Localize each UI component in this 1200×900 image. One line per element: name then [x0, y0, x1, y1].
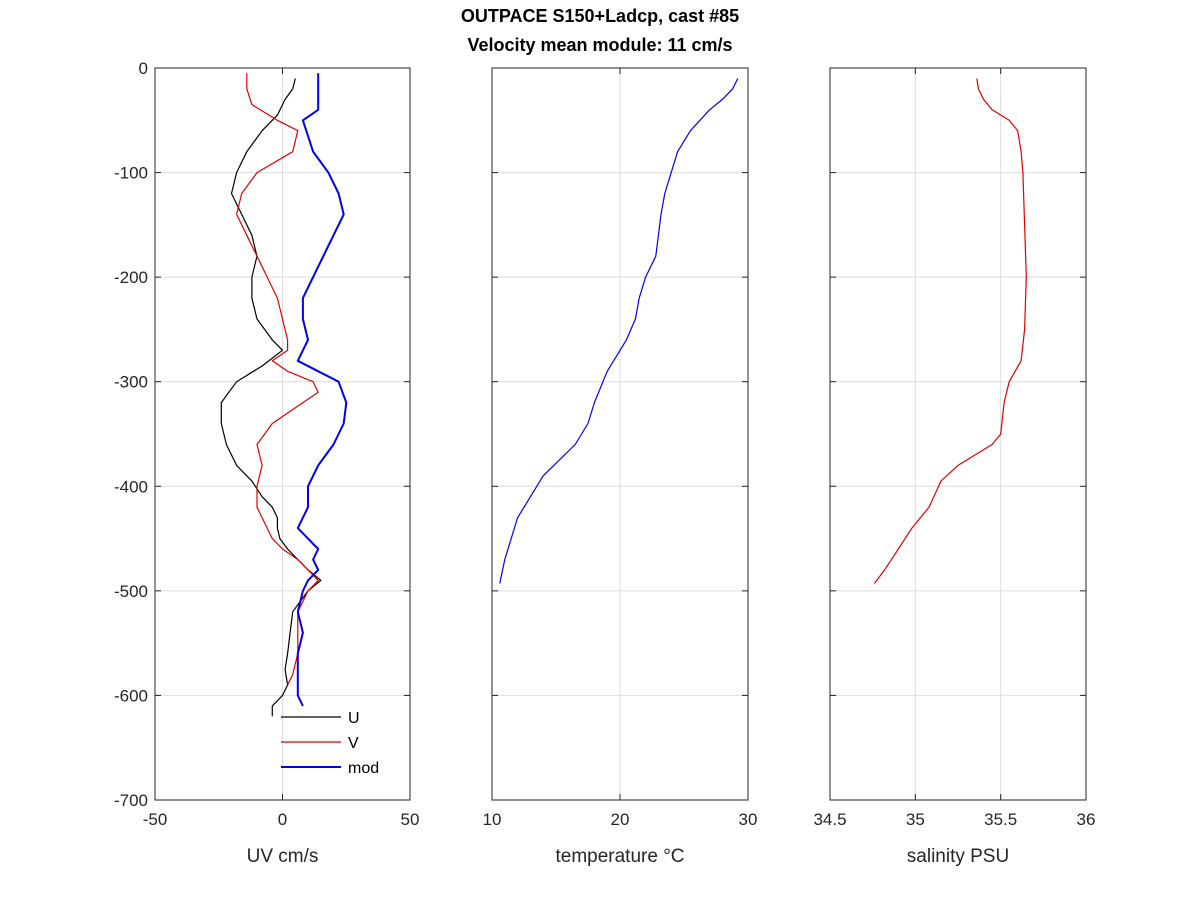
y-tick-label: -300 [114, 373, 148, 392]
panel-2: 10 20 30 temperature °C [483, 67, 758, 867]
chart-title: OUTPACE S150+Ladcp, cast #85 [460, 6, 740, 26]
y-tick-label: -400 [114, 477, 148, 496]
x-axis-label: UV cm/s [247, 846, 319, 867]
x-tick-label: 30 [739, 810, 758, 829]
y-tick-label: -600 [114, 686, 148, 705]
axes-box [829, 67, 1087, 801]
y-tick-label: -100 [114, 164, 148, 183]
x-axis-label: salinity PSU [907, 846, 1009, 867]
panel-3: 34.5 35 35.5 36 salinity PSU [813, 67, 1096, 867]
x-tick-label: 10 [483, 810, 502, 829]
x-tick-label: 50 [401, 810, 420, 829]
series-line-v [236, 73, 319, 686]
series-line-2-1 [499, 78, 739, 584]
x-tick-label: 20 [611, 810, 630, 829]
series-line-3-1 [873, 78, 1027, 584]
legend-label-v: V [348, 735, 359, 752]
x-tick-label: 35.5 [984, 810, 1017, 829]
legend-label-u: U [348, 710, 360, 727]
plot-area [830, 68, 1086, 800]
y-tick-label: -200 [114, 268, 148, 287]
x-tick-label: -50 [143, 810, 168, 829]
x-tick-label: 0 [278, 810, 287, 829]
x-axis-label: temperature °C [555, 846, 684, 867]
y-tick-label: -700 [114, 791, 148, 810]
x-tick-label: 34.5 [813, 810, 846, 829]
series-line-u [220, 78, 322, 717]
legend-label-mod: mod [348, 760, 379, 777]
series-line-mod [296, 73, 348, 707]
chart-subtitle: Velocity mean module: 11 cm/s [467, 35, 733, 55]
y-tick-label: -500 [114, 582, 148, 601]
x-tick-label: 35 [906, 810, 925, 829]
y-tick-label: 0 [139, 59, 148, 78]
x-tick-label: 36 [1077, 810, 1096, 829]
